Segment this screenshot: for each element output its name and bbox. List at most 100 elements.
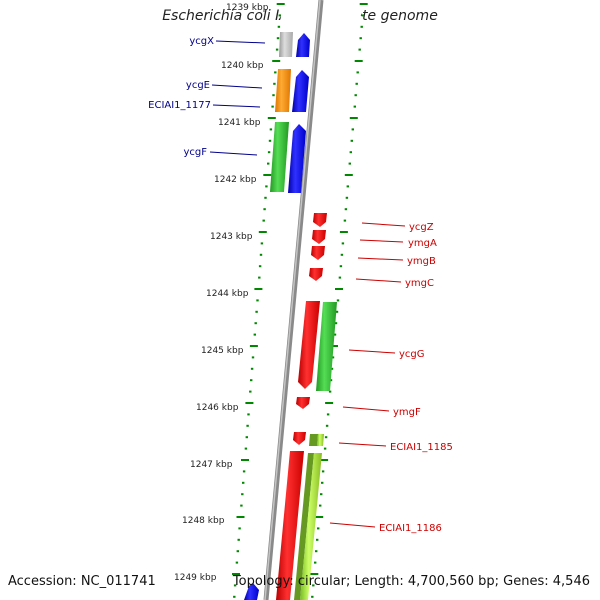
left-tick-mark [245, 436, 248, 439]
genome-backbone [263, 0, 324, 600]
ymgB-cds-arrow[interactable] [311, 246, 325, 260]
left-tick-mark [246, 424, 249, 427]
left-tick-mark [250, 379, 253, 382]
ECIAI1_1186-cds-arrow [276, 451, 304, 600]
ycgX-connector [215, 40, 266, 44]
gene-label-ycgF[interactable]: ycgF [183, 147, 207, 158]
right-tick-mark [325, 402, 334, 404]
left-tick-mark [267, 162, 270, 165]
ycgE-connector [211, 84, 263, 89]
left-tick-mark [244, 447, 248, 450]
right-tick-mark [346, 185, 349, 188]
left-tick-mark [272, 94, 275, 97]
ECIAI1_1186-lime-block [300, 453, 322, 600]
left-tick-mark [274, 71, 277, 74]
feature-ycgF[interactable] [270, 122, 306, 193]
ycgE-cds-arrow [292, 70, 309, 112]
right-tick-mark [340, 253, 344, 256]
gene-label-ymgA[interactable]: ymgA [408, 238, 437, 249]
right-tick-mark [351, 128, 354, 131]
ycgX-grey-block [279, 32, 293, 57]
gene-label-ycgG[interactable]: ycgG [399, 349, 425, 360]
left-tick-mark [275, 48, 279, 51]
kbp-label-1248: 1248 kbp [182, 516, 225, 526]
ycgF-cds-arrow [288, 124, 306, 193]
right-tick-mark [359, 3, 368, 5]
right-tick-mark [324, 436, 328, 439]
left-tick-mark [263, 174, 272, 176]
kbp-label-1241: 1241 kbp [218, 118, 261, 128]
feature-ycgG[interactable] [298, 301, 337, 391]
gene-label-ymgB[interactable]: ymgB [407, 256, 436, 267]
ECIAI1_1185-cds-arrow [293, 432, 306, 445]
right-tick-mark [354, 94, 357, 97]
left-tick-mark [271, 105, 274, 108]
left-tick-mark [254, 288, 263, 290]
kbp-label-1239: 1239 kbp [226, 3, 269, 13]
right-tick-mark [316, 538, 319, 541]
left-tick-mark [277, 25, 281, 28]
right-tick-mark [348, 162, 351, 165]
left-tick-mark [278, 14, 281, 17]
left-connectors [209, 40, 266, 156]
right-tick-mark [359, 37, 362, 40]
right-tick-row [310, 3, 368, 598]
left-tick-mark [237, 538, 240, 541]
gene-label-ymgF[interactable]: ymgF [393, 407, 421, 418]
right-tick-mark [330, 367, 334, 370]
gene-label-ymgC[interactable]: ymgC [405, 278, 434, 289]
right-tick-mark [329, 379, 333, 382]
left-tick-mark [258, 276, 261, 279]
gene-label-ECIAI1_1185[interactable]: ECIAI1_1185 [390, 442, 453, 453]
kbp-label-1245: 1245 kbp [201, 346, 244, 356]
right-connectors [329, 222, 406, 528]
ycgG-green-block [316, 302, 337, 391]
right-tick-mark [349, 151, 352, 154]
ymgC-cds-arrow[interactable] [309, 268, 323, 281]
left-tick-mark [263, 208, 266, 211]
kbp-label-1242: 1242 kbp [214, 175, 257, 185]
right-tick-mark [310, 573, 319, 575]
ymgF-cds-arrow[interactable] [296, 397, 310, 409]
feature-ycgX[interactable] [279, 32, 310, 57]
gene-label-ECIAI1_1177[interactable]: ECIAI1_1177 [148, 100, 211, 111]
right-tick-mark [339, 265, 343, 268]
right-tick-mark [315, 550, 318, 553]
left-tick-mark [272, 60, 281, 62]
left-tick-mark [258, 231, 267, 233]
gene-label-ycgZ[interactable]: ycgZ [409, 222, 434, 233]
left-tick-mark [254, 322, 257, 325]
left-tick-mark [269, 128, 273, 131]
gene-label-ECIAI1_1186[interactable]: ECIAI1_1186 [379, 523, 442, 534]
ymgA-cds-arrow[interactable] [312, 230, 326, 244]
right-tick-mark [334, 322, 338, 325]
feature-ECIAI1_1186[interactable] [276, 451, 322, 600]
ECIAI1_1185-dark-block [309, 434, 318, 446]
left-tick-mark [256, 299, 259, 302]
left-tick-mark [250, 367, 254, 370]
left-tick-mark [238, 527, 241, 530]
ECIAI1_1186-connector [329, 522, 376, 528]
ymgB-connector [357, 257, 404, 261]
right-tick-mark [330, 345, 338, 347]
ECIAI1_1177-connector [212, 104, 261, 108]
right-tick-mark [355, 82, 358, 85]
genome-summary: Topology: circular; Length: 4,700,560 bp… [232, 574, 590, 589]
feature-ycgE[interactable] [275, 69, 309, 112]
ycgZ-cds-arrow[interactable] [313, 213, 327, 227]
gene-label-ycgE[interactable]: ycgE [186, 80, 210, 91]
left-tick-mark [249, 345, 258, 347]
feature-ECIAI1_1185[interactable] [293, 432, 324, 446]
gene-label-ycgX[interactable]: ycgX [189, 36, 214, 47]
left-tick-mark [242, 481, 245, 484]
right-tick-mark [317, 527, 320, 530]
right-tick-mark [335, 288, 343, 290]
left-tick-mark [255, 310, 258, 313]
right-tick-mark [361, 14, 364, 17]
left-tick-mark [249, 390, 252, 393]
right-tick-mark [360, 25, 363, 28]
right-tick-mark [353, 105, 356, 108]
ycgZ-connector [361, 222, 406, 227]
bottom-cds-arrow[interactable] [244, 583, 259, 600]
